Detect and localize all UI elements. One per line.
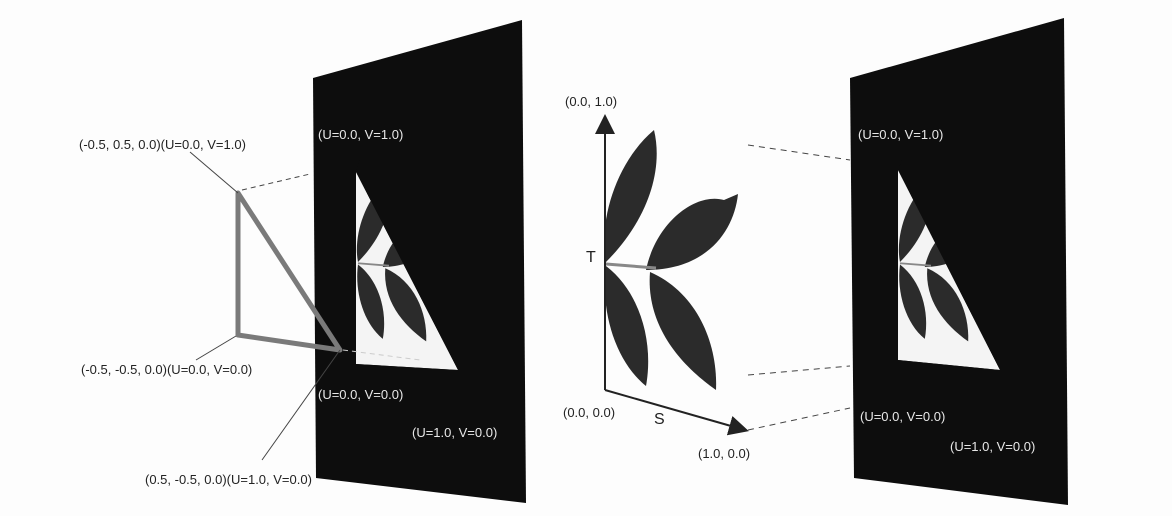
- s-axis: [604, 389, 749, 436]
- right-uv-bottom-left: (U=0.0, V=0.0): [860, 409, 945, 424]
- axis-label-top: (0.0, 1.0): [565, 94, 617, 109]
- middle-leaf-texture: [602, 128, 740, 392]
- vertex-label-bottom-left: (-0.5, -0.5, 0.0)(U=0.0, V=0.0): [81, 362, 252, 377]
- right-uv-top-left: (U=0.0, V=1.0): [858, 127, 943, 142]
- left-uv-bottom-left: (U=0.0, V=0.0): [318, 387, 403, 402]
- axis-label-origin: (0.0, 0.0): [563, 405, 615, 420]
- axis-name-s: S: [654, 411, 665, 428]
- left-uv-top-left: (U=0.0, V=1.0): [318, 127, 403, 142]
- vertex-label-top: (-0.5, 0.5, 0.0)(U=0.0, V=1.0): [79, 137, 246, 152]
- vertex-label-bottom-right: (0.5, -0.5, 0.0)(U=1.0, V=0.0): [145, 472, 312, 487]
- axis-label-right: (1.0, 0.0): [698, 446, 750, 461]
- geometry-triangle: [235, 190, 343, 353]
- right-uv-bottom-right: (U=1.0, V=0.0): [950, 439, 1035, 454]
- left-uv-bottom-right: (U=1.0, V=0.0): [412, 425, 497, 440]
- axis-name-t: T: [586, 249, 596, 266]
